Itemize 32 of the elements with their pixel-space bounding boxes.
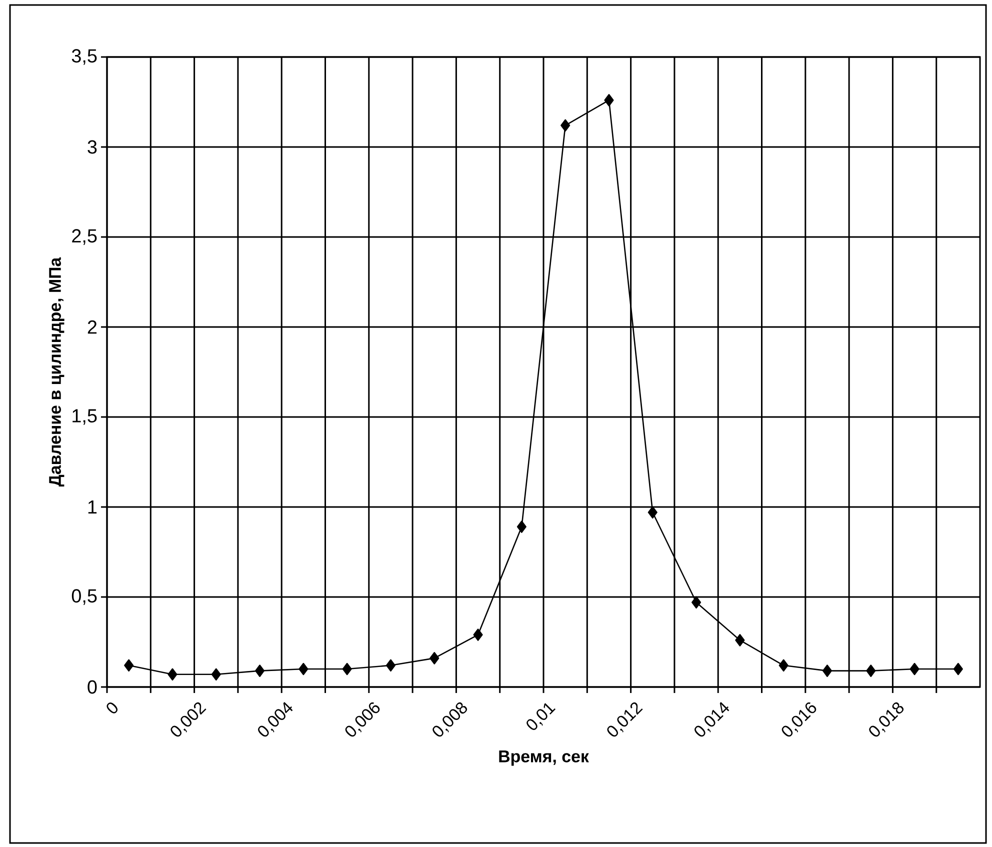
- y-tick-label: 2: [88, 320, 97, 334]
- point: [866, 664, 876, 677]
- y-tick-label: 0: [88, 680, 97, 694]
- point: [604, 94, 614, 106]
- point: [735, 634, 745, 646]
- point: [910, 662, 920, 676]
- y-tick-label: 2,5: [72, 229, 97, 245]
- point: [168, 668, 178, 681]
- point: [953, 662, 963, 676]
- y-tick-label: 1,5: [72, 409, 97, 425]
- x-tick-label: 0,01: [526, 703, 556, 730]
- point: [778, 659, 788, 672]
- point: [648, 506, 658, 519]
- point: [560, 119, 570, 132]
- y-tick-label: 3: [88, 140, 97, 154]
- y-tick-label: 1: [88, 500, 97, 514]
- y-tick-label: 0,5: [72, 589, 97, 605]
- point: [430, 652, 440, 664]
- point: [255, 664, 265, 677]
- point: [342, 662, 352, 676]
- point: [124, 659, 134, 672]
- y-tick-label: 3,5: [72, 49, 97, 65]
- x-tick-label: 0: [106, 702, 118, 714]
- point: [822, 664, 832, 677]
- point: [211, 668, 221, 681]
- y-axis-title: Давление в цилиндре, МПа: [49, 257, 64, 487]
- point: [298, 662, 308, 676]
- point: [516, 520, 526, 533]
- point: [386, 659, 396, 672]
- x-axis-title: Время, сек: [499, 750, 589, 766]
- point: [473, 628, 483, 641]
- point: [692, 596, 702, 609]
